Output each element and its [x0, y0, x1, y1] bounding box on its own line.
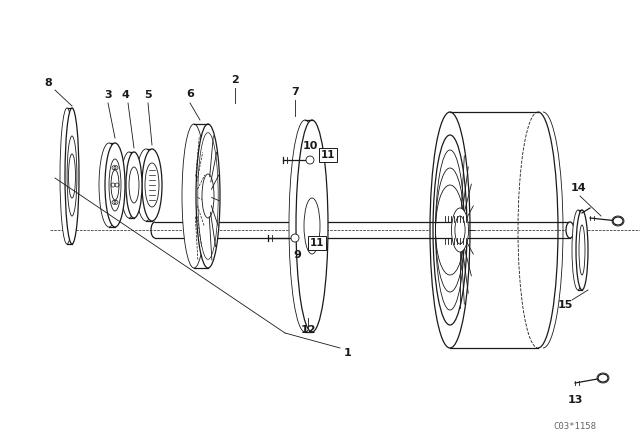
Ellipse shape [430, 112, 470, 348]
Ellipse shape [121, 152, 137, 218]
Ellipse shape [105, 143, 125, 227]
Text: 4: 4 [121, 90, 129, 100]
Ellipse shape [67, 136, 77, 216]
Text: 13: 13 [567, 395, 582, 405]
Ellipse shape [145, 163, 159, 207]
Text: 7: 7 [291, 87, 299, 97]
Ellipse shape [202, 174, 214, 218]
Ellipse shape [433, 135, 467, 325]
Ellipse shape [129, 167, 139, 203]
Ellipse shape [598, 374, 608, 382]
Ellipse shape [111, 170, 119, 200]
Ellipse shape [306, 156, 314, 164]
Text: 15: 15 [557, 300, 573, 310]
Ellipse shape [60, 108, 74, 244]
Text: C03*1158: C03*1158 [554, 422, 596, 431]
Ellipse shape [182, 124, 206, 268]
Ellipse shape [196, 124, 220, 268]
Ellipse shape [451, 208, 468, 252]
Text: 9: 9 [293, 250, 301, 260]
Text: 10: 10 [302, 141, 317, 151]
Ellipse shape [566, 222, 574, 238]
Ellipse shape [455, 216, 465, 244]
Ellipse shape [65, 108, 79, 244]
Text: 6: 6 [186, 89, 194, 99]
Ellipse shape [304, 198, 320, 254]
Ellipse shape [291, 234, 299, 242]
Ellipse shape [579, 225, 585, 275]
Ellipse shape [142, 149, 162, 221]
Ellipse shape [572, 210, 584, 290]
Text: 1: 1 [344, 348, 352, 358]
Ellipse shape [126, 152, 142, 218]
Text: 11: 11 [310, 238, 324, 248]
Text: 12: 12 [300, 325, 316, 335]
Ellipse shape [613, 217, 623, 225]
Ellipse shape [576, 210, 588, 290]
Ellipse shape [289, 120, 321, 332]
Ellipse shape [136, 149, 156, 221]
Text: 3: 3 [104, 90, 112, 100]
Ellipse shape [68, 154, 76, 198]
Text: 8: 8 [44, 78, 52, 88]
Text: 5: 5 [144, 90, 152, 100]
Text: 14: 14 [570, 183, 586, 193]
Text: 11: 11 [321, 150, 335, 160]
Ellipse shape [109, 159, 121, 211]
Ellipse shape [99, 143, 119, 227]
Ellipse shape [296, 120, 328, 332]
Text: 2: 2 [231, 75, 239, 85]
